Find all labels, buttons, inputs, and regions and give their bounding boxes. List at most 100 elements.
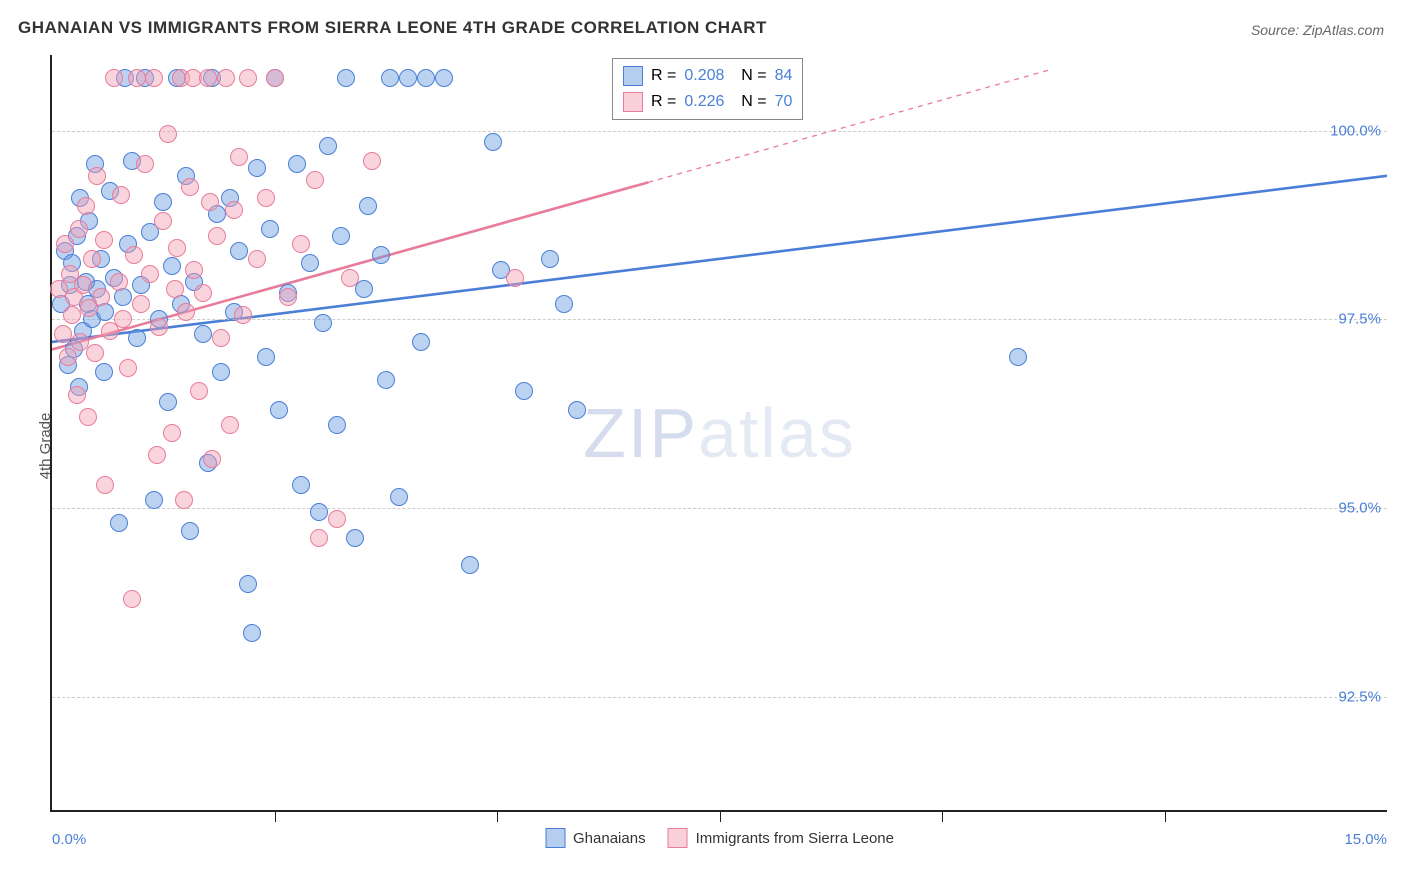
- data-point-sierra_leone: [119, 359, 137, 377]
- data-point-sierra_leone: [168, 239, 186, 257]
- watermark: ZIPatlas: [583, 393, 856, 473]
- data-point-ghanaians: [381, 69, 399, 87]
- data-point-sierra_leone: [341, 269, 359, 287]
- chart-title: GHANAIAN VS IMMIGRANTS FROM SIERRA LEONE…: [18, 18, 767, 38]
- data-point-sierra_leone: [59, 348, 77, 366]
- data-point-sierra_leone: [132, 295, 150, 313]
- data-point-sierra_leone: [68, 386, 86, 404]
- plot-area: ZIPatlas 92.5%95.0%97.5%100.0%0.0%15.0%R…: [50, 55, 1387, 812]
- data-point-sierra_leone: [230, 148, 248, 166]
- x-tick-label: 15.0%: [1344, 831, 1387, 848]
- data-point-sierra_leone: [212, 329, 230, 347]
- data-point-ghanaians: [243, 624, 261, 642]
- data-point-ghanaians: [515, 382, 533, 400]
- data-point-sierra_leone: [136, 155, 154, 173]
- data-point-sierra_leone: [77, 197, 95, 215]
- x-tick: [1165, 810, 1166, 822]
- data-point-sierra_leone: [175, 491, 193, 509]
- data-point-ghanaians: [145, 491, 163, 509]
- data-point-sierra_leone: [257, 189, 275, 207]
- data-point-sierra_leone: [185, 261, 203, 279]
- data-point-sierra_leone: [310, 529, 328, 547]
- data-point-sierra_leone: [217, 69, 235, 87]
- data-point-sierra_leone: [95, 231, 113, 249]
- data-point-sierra_leone: [306, 171, 324, 189]
- data-point-sierra_leone: [114, 310, 132, 328]
- data-point-ghanaians: [568, 401, 586, 419]
- data-point-ghanaians: [555, 295, 573, 313]
- source-attribution: Source: ZipAtlas.com: [1251, 22, 1384, 38]
- data-point-ghanaians: [257, 348, 275, 366]
- data-point-sierra_leone: [105, 69, 123, 87]
- data-point-ghanaians: [399, 69, 417, 87]
- data-point-sierra_leone: [279, 288, 297, 306]
- data-point-sierra_leone: [328, 510, 346, 528]
- data-point-sierra_leone: [506, 269, 524, 287]
- gridline: [52, 131, 1387, 132]
- data-point-sierra_leone: [221, 416, 239, 434]
- data-point-ghanaians: [270, 401, 288, 419]
- legend-item-ghanaians: Ghanaians: [545, 828, 646, 848]
- data-point-sierra_leone: [166, 280, 184, 298]
- data-point-ghanaians: [390, 488, 408, 506]
- data-point-ghanaians: [248, 159, 266, 177]
- data-point-sierra_leone: [110, 273, 128, 291]
- data-point-sierra_leone: [123, 590, 141, 608]
- data-point-ghanaians: [159, 393, 177, 411]
- data-point-sierra_leone: [292, 235, 310, 253]
- data-point-sierra_leone: [63, 306, 81, 324]
- data-point-sierra_leone: [96, 476, 114, 494]
- data-point-sierra_leone: [88, 167, 106, 185]
- data-point-sierra_leone: [154, 212, 172, 230]
- data-point-sierra_leone: [181, 178, 199, 196]
- legend-item-sierra_leone: Immigrants from Sierra Leone: [668, 828, 894, 848]
- gridline: [52, 508, 1387, 509]
- y-tick-label: 97.5%: [1338, 311, 1381, 328]
- bottom-legend: Ghanaians Immigrants from Sierra Leone: [545, 828, 894, 848]
- y-tick-label: 92.5%: [1338, 688, 1381, 705]
- data-point-sierra_leone: [112, 186, 130, 204]
- legend-swatch-sierra_leone: [668, 828, 688, 848]
- data-point-ghanaians: [194, 325, 212, 343]
- data-point-sierra_leone: [234, 306, 252, 324]
- data-point-ghanaians: [292, 476, 310, 494]
- data-point-ghanaians: [377, 371, 395, 389]
- data-point-ghanaians: [435, 69, 453, 87]
- data-point-ghanaians: [261, 220, 279, 238]
- data-point-ghanaians: [417, 69, 435, 87]
- data-point-ghanaians: [461, 556, 479, 574]
- data-point-sierra_leone: [86, 344, 104, 362]
- data-point-sierra_leone: [141, 265, 159, 283]
- data-point-ghanaians: [541, 250, 559, 268]
- x-tick: [942, 810, 943, 822]
- data-point-ghanaians: [301, 254, 319, 272]
- chart-container: GHANAIAN VS IMMIGRANTS FROM SIERRA LEONE…: [0, 0, 1406, 892]
- data-point-sierra_leone: [208, 227, 226, 245]
- data-point-sierra_leone: [199, 69, 217, 87]
- data-point-sierra_leone: [190, 382, 208, 400]
- data-point-ghanaians: [412, 333, 430, 351]
- data-point-ghanaians: [359, 197, 377, 215]
- data-point-ghanaians: [314, 314, 332, 332]
- data-point-ghanaians: [212, 363, 230, 381]
- data-point-ghanaians: [181, 522, 199, 540]
- swatch-ghanaians: [623, 66, 643, 86]
- data-point-sierra_leone: [225, 201, 243, 219]
- data-point-ghanaians: [484, 133, 502, 151]
- x-tick: [275, 810, 276, 822]
- y-tick-label: 95.0%: [1338, 500, 1381, 517]
- data-point-ghanaians: [328, 416, 346, 434]
- data-point-ghanaians: [372, 246, 390, 264]
- data-point-ghanaians: [163, 257, 181, 275]
- data-point-sierra_leone: [128, 69, 146, 87]
- data-point-sierra_leone: [194, 284, 212, 302]
- data-point-sierra_leone: [74, 276, 92, 294]
- data-point-ghanaians: [239, 575, 257, 593]
- data-point-sierra_leone: [148, 446, 166, 464]
- data-point-ghanaians: [95, 363, 113, 381]
- data-point-ghanaians: [230, 242, 248, 260]
- data-point-sierra_leone: [79, 408, 97, 426]
- data-point-ghanaians: [346, 529, 364, 547]
- data-point-sierra_leone: [70, 220, 88, 238]
- y-tick-label: 100.0%: [1330, 122, 1381, 139]
